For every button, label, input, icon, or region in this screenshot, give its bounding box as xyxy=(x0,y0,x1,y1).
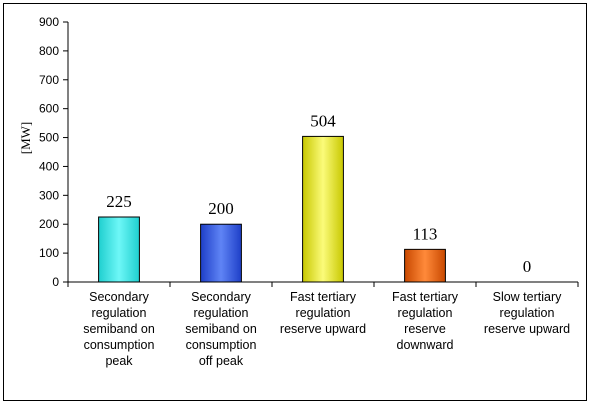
x-category-label-2: Fast tertiary regulation reserve upward xyxy=(280,290,366,336)
bar-0 xyxy=(98,216,140,283)
y-tick-label: 900 xyxy=(39,15,59,29)
x-category-label-4: Slow tertiary regulation reserve upward xyxy=(484,290,570,336)
data-label-4: 0 xyxy=(523,257,532,276)
x-category-label-1: Secondary regulation semiband on consumptio… xyxy=(185,290,257,368)
data-label-2: 504 xyxy=(310,111,336,130)
y-tick-label: 400 xyxy=(39,159,59,173)
data-label-3: 113 xyxy=(413,224,438,243)
bar-2 xyxy=(302,135,344,283)
y-tick-label: 200 xyxy=(39,217,59,231)
bar-1 xyxy=(200,223,242,283)
y-tick-label: 600 xyxy=(39,102,59,116)
y-tick-label: 500 xyxy=(39,131,59,145)
y-tick-label: 100 xyxy=(39,246,59,260)
y-tick-label: 0 xyxy=(52,275,59,289)
y-axis-label: [MW] xyxy=(18,122,33,155)
bar-3 xyxy=(404,248,446,283)
data-label-1: 200 xyxy=(208,199,234,218)
x-category-label-3: Fast tertiary regulation reserve downward xyxy=(392,290,459,352)
chart-frame xyxy=(3,3,587,401)
y-tick-label: 800 xyxy=(39,44,59,58)
x-category-label-0: Secondary regulation semiband on consumptio… xyxy=(83,290,155,368)
y-tick-label: 300 xyxy=(39,188,59,202)
y-tick-label: 700 xyxy=(39,73,59,87)
data-label-0: 225 xyxy=(106,192,132,211)
